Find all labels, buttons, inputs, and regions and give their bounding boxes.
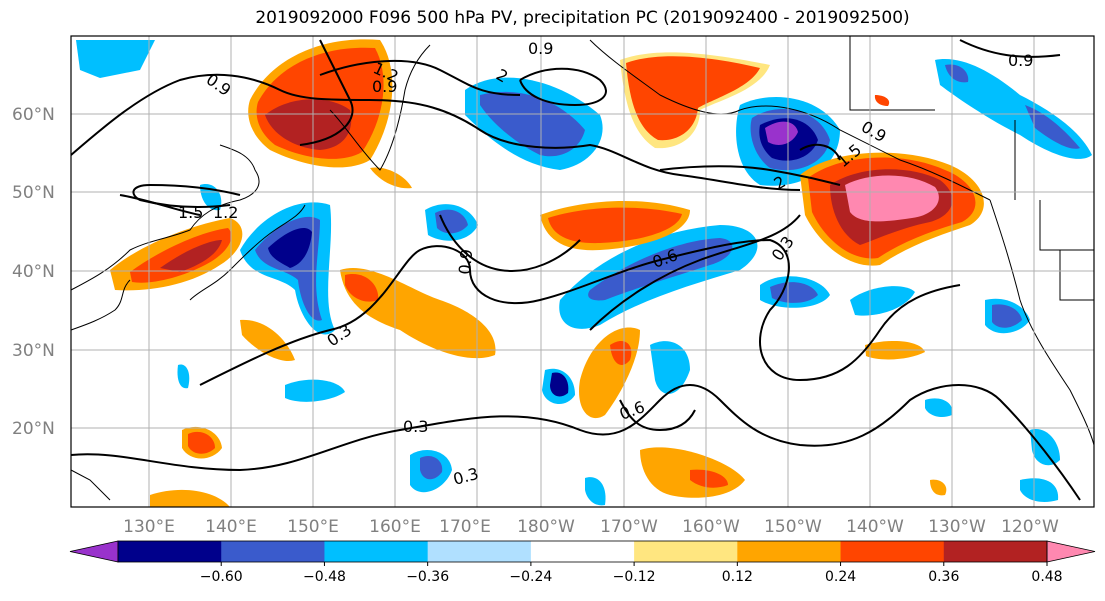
colorbar-extend-low xyxy=(69,540,119,563)
colorbar-tick-label: −0.24 xyxy=(509,569,552,585)
colorbar: −0.60 −0.48 −0.36 −0.24 −0.12 0.12 0.24 0.36 0.4… xyxy=(69,540,1096,585)
pv-contour-2 xyxy=(519,67,841,161)
precip-area-neg-s4 xyxy=(650,341,690,394)
lat-label: 40°N xyxy=(12,262,55,282)
coastline-sw-islands xyxy=(71,469,111,501)
colorbar-segment xyxy=(118,541,222,562)
precip-area-neg-east2 xyxy=(850,286,915,316)
contour-label: 0.9 xyxy=(528,39,553,58)
lon-label: 160°E xyxy=(369,517,421,537)
lon-label: 160°W xyxy=(682,517,740,537)
contour-label: 0.9 xyxy=(372,77,397,96)
coastline-japan xyxy=(189,204,306,301)
lon-label: 140°E xyxy=(205,517,257,537)
lon-label: 140°W xyxy=(846,517,904,537)
contour-label: 0.3 xyxy=(403,417,428,436)
pv-contour-0.9 xyxy=(71,73,801,272)
coastline-kamchatka xyxy=(329,44,431,171)
gridlines xyxy=(71,36,1094,507)
lon-label: 130°E xyxy=(123,517,175,537)
pv-contour-ne xyxy=(959,39,1061,58)
colorbar-tick-label: −0.12 xyxy=(613,569,656,585)
contour-label: 1.2 xyxy=(213,203,238,222)
precip-area-neg-s7 xyxy=(585,477,606,506)
lon-label: 170°E xyxy=(439,517,491,537)
precipitation-shading xyxy=(76,39,1092,507)
precip-area-neg-nw xyxy=(76,40,155,78)
lon-label: 150°W xyxy=(764,517,822,537)
pv-contours xyxy=(71,39,1081,501)
colorbar-segment xyxy=(840,541,945,562)
lat-label: 20°N xyxy=(12,419,55,439)
contour-label: 0.9 xyxy=(455,248,476,275)
colorbar-segment xyxy=(324,541,429,562)
precip-area-pos-s7 xyxy=(930,479,947,496)
coastline-alaska xyxy=(589,39,991,201)
colorbar-segment xyxy=(530,541,635,562)
negative-precip-areas xyxy=(76,40,1092,506)
lat-label: 60°N xyxy=(12,105,55,125)
lon-label: 130°W xyxy=(928,517,986,537)
contour-label: 0.3 xyxy=(451,464,481,489)
contour-label: 0.9 xyxy=(1008,51,1033,70)
longitude-axis: 130°E 140°E 150°E 160°E 170°E 180°W 170°… xyxy=(123,517,1059,537)
colorbar-extend-high xyxy=(1046,540,1096,563)
colorbar-segment xyxy=(427,541,532,562)
precip-area-pos-central xyxy=(340,267,496,359)
precip-area-neg-s3 xyxy=(285,379,345,402)
precip-area-neg-s6 xyxy=(1020,478,1059,502)
colorbar-tick-label: −0.48 xyxy=(303,569,346,585)
colorbar-tick-label: 0.48 xyxy=(1031,569,1062,585)
colorbar-frame xyxy=(117,540,1048,563)
pv-contour-0.3-south xyxy=(71,384,1081,501)
colorbar-segment xyxy=(221,541,325,562)
colorbar-segment xyxy=(943,541,1048,562)
colorbar-tick-label: −0.60 xyxy=(200,569,243,585)
map-title: 2019092000 F096 500 hPa PV, precipitatio… xyxy=(255,8,910,28)
coastline-asia xyxy=(71,144,260,331)
colorbar-segment xyxy=(737,541,842,562)
precip-area-neg-s8 xyxy=(925,398,953,418)
latitude-axis: 60°N 50°N 40°N 30°N 20°N xyxy=(12,105,55,439)
colorbar-tick-label: 0.24 xyxy=(825,569,856,585)
pv-contour-0.3-mid xyxy=(199,238,961,386)
pv-contour-0.6 xyxy=(589,214,801,432)
precip-area-pos-s5 xyxy=(240,319,295,361)
contour-label: 1.5 xyxy=(178,203,203,222)
pv-contour-1.2 xyxy=(132,59,521,209)
state-borders xyxy=(849,36,1094,301)
coastlines xyxy=(71,36,1094,501)
map-frame xyxy=(70,35,1095,508)
lon-label: 180°W xyxy=(517,517,575,537)
colorbar-tick-label: 0.36 xyxy=(928,569,959,585)
precip-area-neg-s5 xyxy=(1030,429,1060,466)
colorbar-tick-label: −0.36 xyxy=(406,569,449,585)
colorbar-tick-label: 0.12 xyxy=(722,569,753,585)
lat-label: 30°N xyxy=(12,341,55,361)
lon-label: 170°W xyxy=(600,517,658,537)
lat-label: 50°N xyxy=(12,183,55,203)
contour-label: 0.3 xyxy=(768,233,798,265)
pv-contour-1.5 xyxy=(119,165,841,216)
precip-area-pos-s6 xyxy=(150,489,230,507)
lon-label: 150°E xyxy=(287,517,339,537)
lon-label: 120°W xyxy=(1001,517,1059,537)
colorbar-segment xyxy=(634,541,738,562)
